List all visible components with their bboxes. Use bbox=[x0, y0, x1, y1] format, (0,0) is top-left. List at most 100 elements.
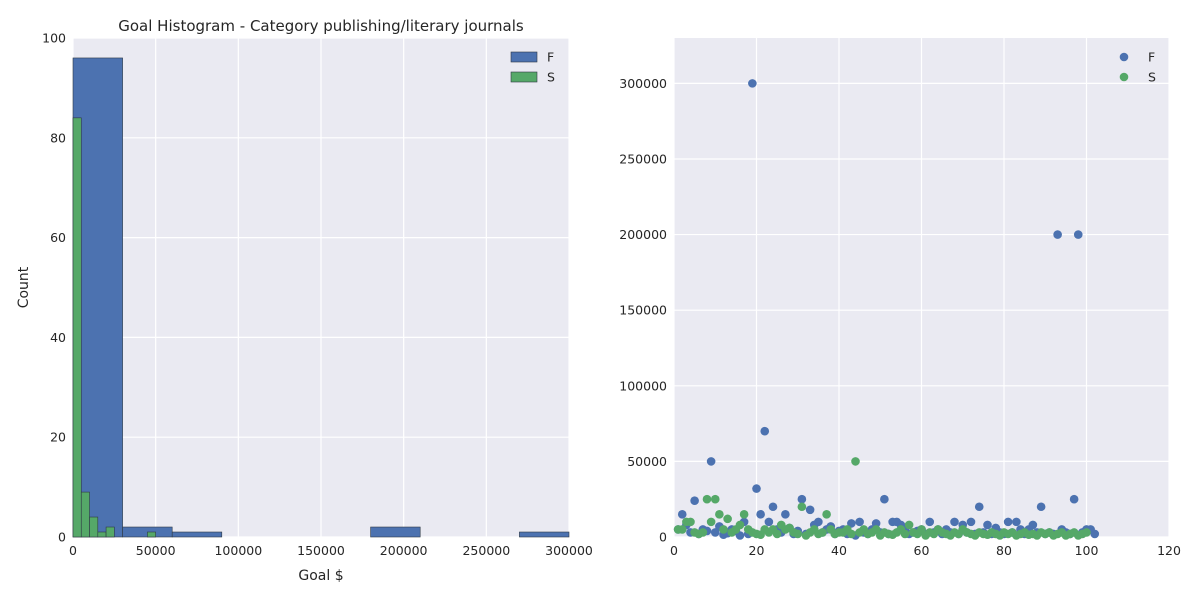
scatter-point-S bbox=[677, 525, 687, 534]
x-tick-label: 40 bbox=[831, 543, 847, 558]
scatter-point-F bbox=[748, 79, 757, 88]
scatter-point-S bbox=[739, 510, 749, 519]
y-tick-label: 60 bbox=[50, 230, 66, 245]
scatter-point-S bbox=[702, 494, 712, 504]
scatter-point-F bbox=[880, 494, 889, 504]
histogram-bar-S bbox=[80, 491, 90, 538]
scatter-point-F bbox=[752, 484, 761, 493]
scatter-point-S bbox=[871, 525, 881, 534]
histogram-bar-S bbox=[147, 531, 156, 538]
scatter-point-F bbox=[1073, 230, 1083, 239]
y-tick-label: 20 bbox=[50, 430, 66, 445]
legend-swatch-F bbox=[510, 51, 538, 63]
scatter-point-S bbox=[719, 525, 728, 534]
scatter-point-S bbox=[847, 529, 856, 539]
histogram-bar-S bbox=[72, 117, 82, 538]
histogram-panel: 0 50000 100000 150000 200000 250000 300000 0 20 4… bbox=[16, 17, 593, 584]
x-tick-label: 150000 bbox=[297, 543, 345, 558]
histogram-bar-S bbox=[105, 526, 115, 538]
legend-marker-F bbox=[1119, 52, 1129, 62]
y-tick-label: 0 bbox=[659, 530, 667, 545]
y-tick-label: 100 bbox=[42, 31, 66, 46]
legend-label-F: F bbox=[1148, 50, 1155, 65]
histogram-title: Goal Histogram - Category publishing/lit… bbox=[118, 17, 524, 35]
scatter-point-F bbox=[814, 517, 823, 527]
scatter-point-S bbox=[710, 494, 720, 504]
scatter-point-F bbox=[974, 502, 984, 512]
scatter-point-S bbox=[715, 510, 724, 519]
scatter-point-S bbox=[900, 529, 910, 539]
legend-swatch-S bbox=[510, 71, 538, 83]
scatter-panel: 0 20 40 60 80 100 120 0 50000 100000 150000 200000 2… bbox=[619, 38, 1181, 558]
x-tick-label: 60 bbox=[914, 543, 930, 558]
y-tick-label: 0 bbox=[58, 530, 66, 545]
x-tick-label: 0 bbox=[69, 543, 77, 558]
y-tick-label: 300000 bbox=[619, 76, 667, 91]
y-tick-label: 80 bbox=[50, 130, 66, 145]
legend-label-F: F bbox=[547, 50, 554, 65]
scatter-point-F bbox=[847, 519, 856, 528]
histogram-bar-S bbox=[97, 531, 107, 538]
histogram-y-axis-label: Count bbox=[16, 266, 32, 308]
x-tick-label: 300000 bbox=[545, 543, 593, 558]
scatter-point-F bbox=[871, 519, 881, 528]
scatter-point-F bbox=[1028, 520, 1038, 530]
histogram-bar-F bbox=[519, 531, 570, 538]
scatter-point-F bbox=[950, 517, 959, 527]
scatter-point-S bbox=[917, 525, 926, 534]
scatter-point-F bbox=[1069, 494, 1079, 504]
scatter-point-F bbox=[966, 517, 976, 527]
scatter-point-F bbox=[710, 528, 720, 537]
scatter-point-F bbox=[1053, 230, 1062, 239]
scatter-point-S bbox=[1082, 528, 1091, 537]
scatter-point-S bbox=[723, 514, 732, 524]
y-tick-label: 150000 bbox=[619, 303, 667, 318]
histogram-legend: FS bbox=[510, 50, 555, 85]
scatter-point-F bbox=[1090, 529, 1100, 539]
x-tick-label: 100 bbox=[1075, 543, 1099, 558]
x-tick-label: 100000 bbox=[214, 543, 262, 558]
scatter-point-F bbox=[756, 510, 765, 519]
legend-label-S: S bbox=[547, 70, 555, 85]
scatter-point-S bbox=[851, 457, 860, 466]
y-tick-label: 200000 bbox=[619, 227, 667, 242]
scatter-point-F bbox=[764, 517, 774, 527]
x-tick-label: 200000 bbox=[380, 543, 428, 558]
scatter-point-F bbox=[760, 426, 770, 436]
scatter-point-S bbox=[735, 520, 745, 530]
legend-label-S: S bbox=[1148, 70, 1156, 85]
histogram-bar-F bbox=[370, 526, 421, 538]
histogram-bar-F bbox=[171, 531, 223, 538]
x-tick-label: 20 bbox=[749, 543, 765, 558]
scatter-point-F bbox=[1036, 502, 1046, 512]
scatter-point-S bbox=[904, 520, 914, 530]
scatter-point-F bbox=[781, 510, 790, 519]
x-tick-label: 250000 bbox=[462, 543, 510, 558]
y-tick-label: 100000 bbox=[619, 378, 667, 393]
scatter-points bbox=[673, 79, 1100, 540]
scatter-point-S bbox=[797, 502, 807, 512]
scatter-point-F bbox=[983, 520, 992, 530]
y-tick-label: 250000 bbox=[619, 151, 667, 166]
scatter-point-F bbox=[706, 457, 716, 466]
scatter-point-S bbox=[818, 528, 827, 537]
histogram-bar-S bbox=[89, 516, 99, 538]
scatter-tick-labels: 0 20 40 60 80 100 120 0 50000 100000 150000 200000 2… bbox=[619, 76, 1181, 558]
scatter-point-S bbox=[686, 517, 695, 527]
x-tick-label: 50000 bbox=[136, 543, 176, 558]
scatter-point-S bbox=[772, 529, 782, 539]
scatter-point-S bbox=[822, 510, 831, 519]
histogram-x-axis-label: Goal $ bbox=[298, 568, 343, 584]
x-tick-label: 0 bbox=[670, 543, 678, 558]
x-tick-label: 120 bbox=[1157, 543, 1181, 558]
scatter-point-S bbox=[698, 528, 708, 537]
scatter-point-F bbox=[797, 494, 807, 504]
scatter-point-F bbox=[768, 502, 778, 512]
histogram-tick-labels: 0 50000 100000 150000 200000 250000 300000 0 20 4… bbox=[42, 31, 593, 559]
scatter-point-F bbox=[805, 505, 815, 515]
scatter-point-F bbox=[677, 510, 687, 519]
scatter-point-F bbox=[855, 517, 864, 527]
scatter-point-S bbox=[793, 529, 803, 539]
y-tick-label: 50000 bbox=[627, 454, 667, 469]
